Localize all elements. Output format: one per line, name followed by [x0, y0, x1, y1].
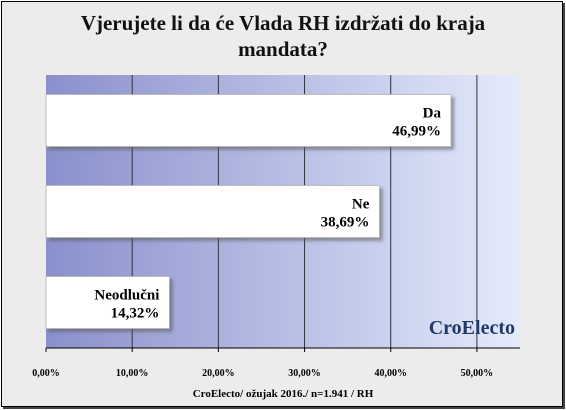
x-tick-label-0: 0,00%: [32, 368, 60, 379]
bar-0: [45, 94, 452, 147]
chart-footer: CroElecto/ ožujak 2016./ n=1.941 / RH: [192, 388, 374, 400]
bar-value-label-0: 46,99%: [392, 124, 441, 140]
bar-value-label-2: 14,32%: [111, 306, 160, 322]
x-tick-label-1: 10,00%: [116, 368, 149, 379]
x-tick-label-2: 20,00%: [202, 368, 235, 379]
bar-category-label-0: Da: [423, 106, 442, 122]
bar-value-label-1: 38,69%: [321, 215, 370, 231]
x-tick-label-5: 50,00%: [461, 368, 494, 379]
watermark-text: CroElecto: [429, 317, 515, 339]
bar-category-label-1: Ne: [352, 197, 370, 213]
chart-title-line-1: Vjerujete li da će Vlada RH izdržati do …: [80, 11, 486, 35]
chart-title: Vjerujete li da će Vlada RH izdržati do …: [0, 10, 566, 62]
bar-2: [45, 276, 170, 329]
bar-category-label-2: Neodlučni: [94, 288, 159, 304]
chart-title-line-2: mandata?: [238, 37, 328, 61]
x-tick-label-3: 30,00%: [288, 368, 321, 379]
x-tick-label-4: 40,00%: [374, 368, 407, 379]
bar-1: [45, 185, 380, 238]
